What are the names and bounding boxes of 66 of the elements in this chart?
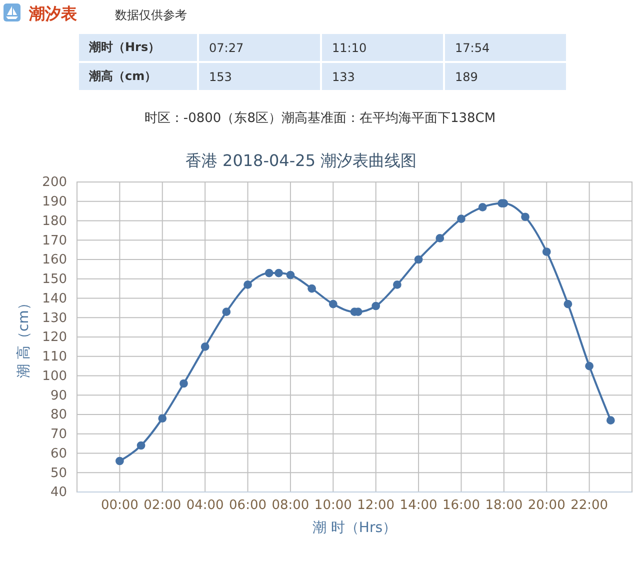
y-tick-label: 110 (42, 350, 67, 365)
x-tick-label: 16:00 (442, 498, 480, 514)
point (478, 203, 487, 212)
point (200, 342, 210, 351)
point (564, 300, 572, 308)
y-tick-label: 150 (42, 272, 67, 288)
y-axis-title: 潮 高（cm） (16, 296, 32, 378)
point (328, 300, 338, 308)
point (308, 284, 316, 293)
text: 17:54 (455, 40, 490, 54)
y-tick-label: 190 (42, 194, 67, 210)
y-tick-label: 120 (42, 330, 67, 346)
y-tick-label: 130 (42, 310, 67, 326)
point (222, 308, 231, 316)
category-label: 潮高（cm） (89, 69, 157, 83)
y-tick-label: 160 (42, 252, 67, 268)
y-tick-label: 60 (50, 446, 67, 462)
y-tick-label: 170 (42, 233, 67, 248)
y-tick-label: 140 (42, 291, 67, 306)
point (521, 212, 530, 222)
x-tick-label: 18:00 (485, 498, 523, 514)
y-tick-label: 50 (50, 466, 67, 481)
point (264, 268, 274, 278)
y-tick-label: 70 (50, 427, 67, 442)
y-tick-label: 180 (42, 214, 67, 229)
point (542, 248, 551, 256)
point (136, 441, 146, 450)
x-tick-label: 12:00 (357, 498, 395, 514)
point (393, 280, 402, 289)
point (180, 379, 188, 388)
text: 时区：-0800（东8区）潮高基准面：在平均海平面下138CM (143, 110, 497, 128)
text: 数据仅供参考 (115, 7, 187, 23)
point (436, 234, 444, 242)
x-tick-label: 22:00 (570, 498, 608, 514)
y-tick-label: 80 (50, 408, 67, 423)
point (606, 416, 615, 424)
x-axis-title: 潮 时（Hrs） (312, 520, 397, 536)
text: 189 (455, 70, 478, 84)
point (116, 456, 124, 466)
x-tick-label: 00:00 (100, 498, 138, 514)
point (414, 255, 423, 264)
x-tick-label: 04:00 (186, 498, 224, 514)
text: 11:10 (332, 40, 367, 54)
y-tick-label: 200 (42, 175, 67, 190)
point (457, 214, 466, 223)
x-tick-label: 06:00 (229, 498, 267, 514)
y-tick-label: 40 (50, 485, 67, 500)
point (244, 280, 252, 289)
text: 07:27 (209, 40, 244, 54)
text: 潮汐表 (29, 4, 77, 24)
x-tick-label: 08:00 (272, 498, 310, 514)
y-tick-label: 100 (42, 368, 67, 384)
x-tick-label: 10:00 (314, 498, 352, 514)
text: 133 (332, 70, 355, 84)
category-label: 潮时（Hrs） (89, 40, 160, 54)
point (372, 302, 380, 310)
y-tick-label: 90 (50, 388, 67, 404)
point (158, 414, 167, 423)
text: 153 (209, 70, 232, 84)
x-tick-label: 02:00 (144, 498, 182, 514)
point (274, 268, 283, 278)
x-tick-label: 14:00 (400, 498, 438, 514)
point (286, 270, 295, 280)
chart-title: 香港 2018-04-25 潮汐表曲线图 (185, 151, 417, 170)
point (585, 362, 594, 370)
x-tick-label: 20:00 (528, 498, 566, 514)
